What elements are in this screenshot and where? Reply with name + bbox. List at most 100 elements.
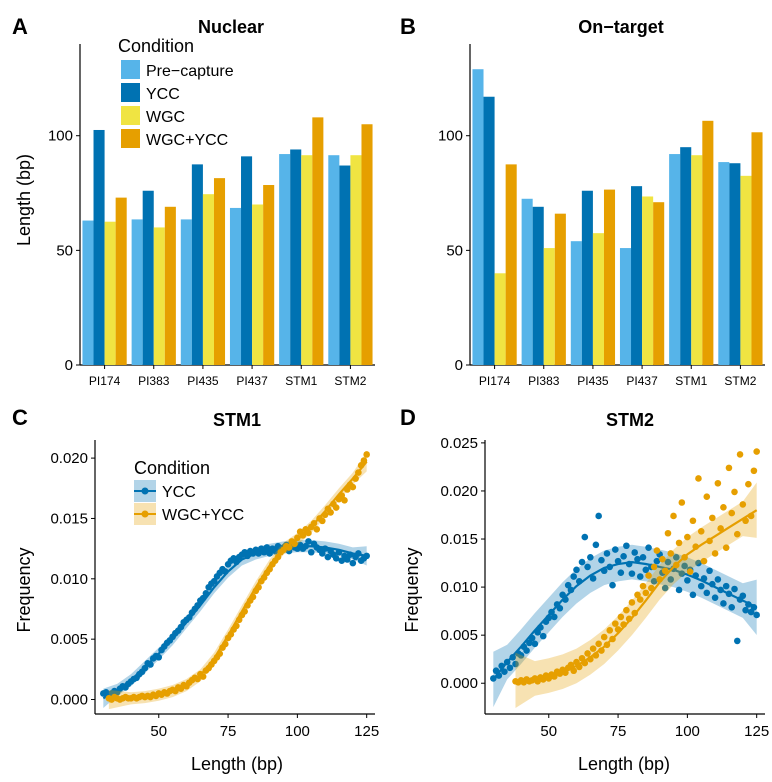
bar-b-stm1-2 bbox=[691, 155, 703, 365]
bar-b-pi174-0 bbox=[472, 69, 484, 365]
data-point-d-wgc-ycc bbox=[645, 572, 652, 579]
data-point-c-wgc-ycc bbox=[332, 504, 340, 511]
data-point-c-ycc bbox=[141, 664, 149, 672]
data-point-d-wgc-ycc bbox=[659, 555, 666, 563]
data-point-c-wgc-ycc bbox=[194, 675, 201, 683]
data-point-d-ycc bbox=[703, 589, 711, 597]
data-point-d-wgc-ycc bbox=[587, 655, 594, 663]
bar-a-pi383-0 bbox=[131, 219, 143, 365]
data-point-c-wgc-ycc bbox=[349, 483, 357, 491]
data-point-d-ycc bbox=[498, 662, 505, 670]
data-point-d-ycc bbox=[570, 573, 578, 580]
data-point-d-ycc bbox=[714, 576, 722, 583]
data-point-d-ycc bbox=[742, 606, 749, 614]
chart-title-b: On−target bbox=[578, 17, 664, 37]
data-point-d-wgc-ycc bbox=[706, 537, 713, 545]
data-point-d-ycc bbox=[598, 556, 605, 564]
bar-a-pi437-2 bbox=[252, 204, 264, 365]
data-point-c-wgc-ycc bbox=[321, 511, 329, 519]
legend-label-line-ycc: YCC bbox=[162, 484, 196, 501]
data-point-d-ycc bbox=[531, 640, 539, 648]
data-point-d-ycc bbox=[653, 557, 661, 565]
data-point-c-ycc bbox=[233, 558, 240, 566]
data-point-d-ycc bbox=[567, 586, 575, 594]
data-point-d-wgc-ycc bbox=[731, 488, 738, 496]
y-tick-label-b: 50 bbox=[446, 242, 463, 259]
data-point-d-ycc bbox=[578, 558, 586, 566]
data-point-d-wgc-ycc bbox=[606, 627, 614, 634]
data-point-c-wgc-ycc bbox=[199, 673, 207, 680]
data-point-d-ycc bbox=[501, 668, 508, 675]
legend-swatch-wgc bbox=[121, 106, 140, 125]
data-point-d-wgc-ycc bbox=[634, 591, 641, 599]
data-point-d-ycc bbox=[750, 603, 758, 611]
x-tick-label-d: 75 bbox=[610, 723, 627, 740]
legend-swatch-wgc-ycc bbox=[121, 129, 140, 148]
data-point-d-ycc bbox=[706, 567, 713, 575]
data-point-c-wgc-ycc bbox=[360, 457, 368, 464]
data-point-c-wgc-ycc bbox=[338, 492, 346, 499]
bar-b-pi435-3 bbox=[603, 189, 616, 365]
data-point-d-ycc bbox=[675, 586, 683, 594]
data-point-d-ycc bbox=[634, 555, 641, 563]
data-point-c-wgc-ycc bbox=[310, 519, 318, 527]
data-point-d-wgc-ycc bbox=[745, 480, 752, 488]
data-point-d-wgc-ycc bbox=[639, 582, 647, 590]
data-point-c-wgc-ycc bbox=[274, 553, 282, 561]
data-point-d-wgc-ycc bbox=[697, 528, 705, 535]
bar-b-pi383-1 bbox=[532, 206, 544, 365]
data-point-d-wgc-ycc bbox=[617, 613, 625, 621]
data-point-d-ycc bbox=[623, 542, 630, 550]
data-point-d-wgc-ycc bbox=[614, 626, 622, 633]
y-tick-label-c: 0.020 bbox=[50, 450, 88, 467]
data-point-d-ycc bbox=[672, 553, 680, 561]
data-point-c-wgc-ycc bbox=[319, 517, 326, 525]
data-point-d-ycc bbox=[747, 608, 755, 616]
data-point-d-wgc-ycc bbox=[720, 503, 727, 511]
data-point-d-ycc bbox=[556, 604, 564, 612]
panel-letter-c: C bbox=[12, 405, 28, 430]
data-point-c-ycc bbox=[155, 653, 163, 661]
x-tick-label-a: PI383 bbox=[138, 374, 170, 388]
panel-letter-b: B bbox=[400, 14, 416, 39]
data-point-d-ycc bbox=[645, 544, 652, 551]
scatter-chart-stm1: 0.000 0.005 0.010 0.015 0.020 50 75 100 125 bbox=[50, 440, 379, 740]
data-point-d-wgc-ycc bbox=[650, 563, 658, 571]
data-point-c-wgc-ycc bbox=[352, 475, 359, 482]
data-point-d-ycc bbox=[587, 553, 594, 561]
data-point-c-wgc-ycc bbox=[221, 640, 229, 648]
data-point-d-ycc bbox=[526, 639, 533, 647]
x-tick-label-d: 50 bbox=[540, 723, 557, 740]
data-point-c-wgc-ycc bbox=[216, 650, 224, 657]
data-point-d-ycc bbox=[639, 553, 647, 561]
data-point-c-ycc bbox=[338, 557, 346, 565]
data-point-c-wgc-ycc bbox=[327, 509, 334, 516]
data-point-d-ycc bbox=[534, 628, 541, 636]
y-tick-label-d: 0.000 bbox=[440, 675, 478, 692]
data-point-c-ycc bbox=[202, 589, 210, 597]
data-point-d-ycc bbox=[711, 594, 719, 601]
data-point-c-wgc-ycc bbox=[313, 526, 321, 533]
bar-a-pi383-2 bbox=[153, 227, 165, 365]
bar-b-pi383-0 bbox=[521, 198, 533, 365]
data-point-d-ycc bbox=[636, 573, 644, 580]
data-point-d-wgc-ycc bbox=[753, 448, 760, 455]
data-point-c-wgc-ycc bbox=[343, 486, 351, 493]
data-point-d-ycc bbox=[575, 578, 583, 585]
data-point-d-ycc bbox=[600, 567, 608, 575]
data-point-c-wgc-ycc bbox=[266, 565, 273, 573]
bar-b-stm1-3 bbox=[702, 120, 714, 365]
data-point-d-ycc bbox=[725, 590, 733, 598]
bar-a-stm1-1 bbox=[290, 149, 302, 365]
bar-a-pi174-0 bbox=[82, 220, 94, 365]
data-point-d-wgc-ycc bbox=[750, 467, 758, 475]
x-tick-label-a: STM1 bbox=[285, 374, 317, 388]
confidence-band-d-wgc-ycc bbox=[515, 482, 757, 709]
data-point-c-ycc bbox=[147, 661, 154, 668]
data-point-d-ycc bbox=[592, 541, 600, 549]
bar-a-stm1-3 bbox=[312, 117, 324, 365]
legend-label-pre-capture: Pre−capture bbox=[146, 63, 234, 80]
data-point-c-ycc bbox=[244, 552, 251, 560]
bar-a-stm1-2 bbox=[301, 155, 313, 365]
